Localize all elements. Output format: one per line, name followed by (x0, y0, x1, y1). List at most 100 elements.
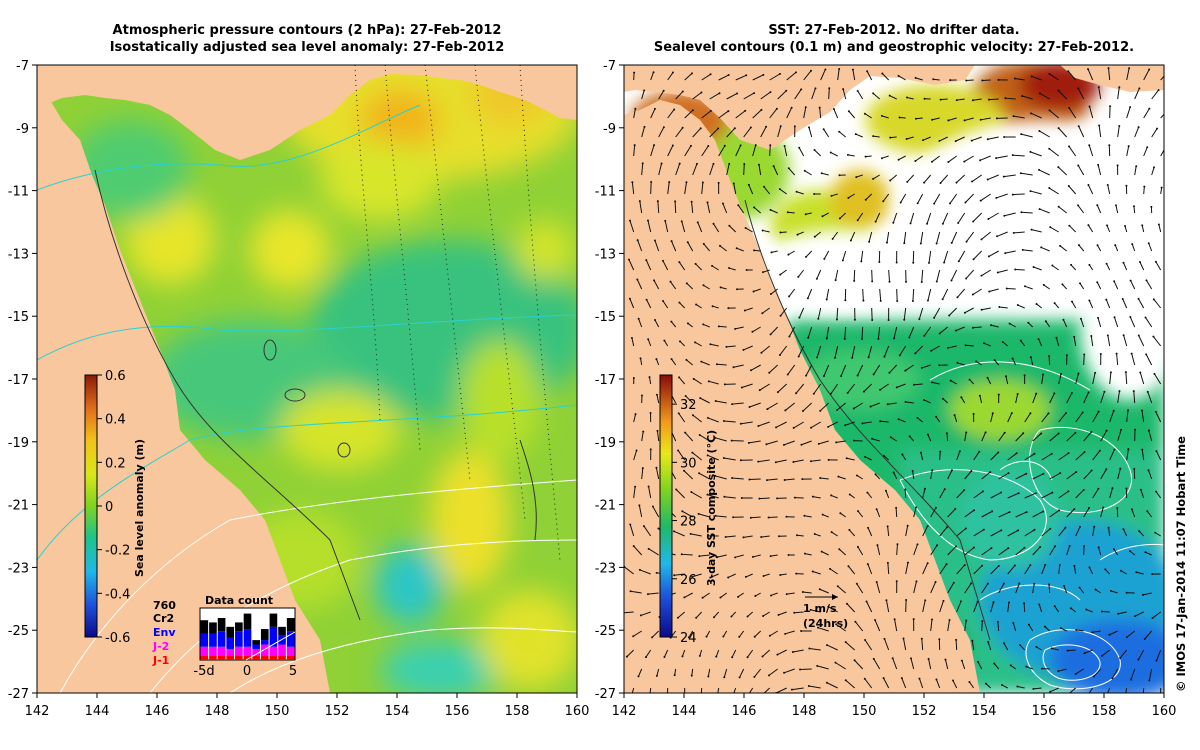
velocity-arrow-head (1134, 615, 1137, 618)
velocity-arrow (697, 222, 703, 233)
velocity-arrow (885, 490, 890, 499)
velocity-arrow (1058, 527, 1066, 537)
velocity-arrow (793, 421, 804, 429)
velocity-arrow-head (916, 416, 919, 419)
velocity-arrow (1033, 687, 1042, 690)
velocity-arrow-head (723, 383, 726, 386)
velocity-arrow-head (952, 581, 955, 584)
velocity-arrow-head (1077, 164, 1080, 167)
velocity-arrow-head (1129, 106, 1132, 109)
velocity-arrow (694, 341, 702, 347)
velocity-arrow-head (923, 487, 926, 490)
velocity-arrow-head (717, 181, 720, 184)
velocity-arrow (826, 288, 830, 300)
velocity-arrow (1078, 126, 1085, 138)
velocity-arrow-head (1090, 430, 1093, 433)
velocity-arrow (662, 260, 669, 271)
velocity-arrow-head (950, 279, 953, 282)
velocity-arrow-head (920, 637, 923, 640)
velocity-arrow-head (993, 359, 996, 362)
velocity-arrow-head (1021, 95, 1024, 98)
velocity-arrow (1088, 145, 1094, 157)
velocity-arrow (873, 364, 881, 375)
velocity-arrow (1106, 263, 1111, 271)
velocity-arrow-head (776, 653, 779, 656)
velocity-arrow (1050, 687, 1059, 693)
velocity-arrow (889, 364, 898, 374)
velocity-arrow-head (745, 269, 748, 272)
velocity-arrow-head (1060, 373, 1063, 376)
velocity-arrow (710, 573, 719, 578)
velocity-arrow (896, 544, 898, 556)
velocity-arrow-head (862, 299, 865, 302)
velocity-arrow (1028, 322, 1034, 328)
velocity-arrow (890, 436, 897, 442)
velocity-arrow (1010, 664, 1016, 670)
velocity-arrow-head (1141, 448, 1144, 451)
velocity-arrow (632, 630, 642, 637)
velocity-arrow-head (1057, 89, 1060, 92)
velocity-arrow (912, 470, 915, 480)
velocity-arrow-head (1147, 242, 1150, 245)
velocity-arrow (1069, 225, 1077, 233)
velocity-arrow (1045, 320, 1051, 328)
velocity-arrow-head (753, 675, 756, 678)
velocity-arrow-head (1116, 164, 1119, 167)
velocity-arrow-head (1152, 298, 1155, 301)
velocity-arrow (1030, 356, 1034, 366)
velocity-arrow (785, 630, 795, 635)
velocity-arrow-head (722, 457, 725, 460)
velocity-arrow-head (1003, 431, 1006, 434)
velocity-arrow-head (663, 339, 666, 342)
velocity-arrow-head (776, 391, 779, 394)
velocity-arrow-head (866, 70, 869, 73)
velocity-arrow-head (678, 340, 681, 343)
velocity-arrow-head (744, 227, 747, 230)
velocity-arrow-head (963, 160, 966, 163)
velocity-arrow-head (768, 371, 771, 374)
velocity-arrow-head (632, 545, 635, 548)
velocity-arrow-head (722, 419, 725, 422)
velocity-arrow (826, 326, 830, 339)
velocity-arrow (947, 508, 956, 518)
right-title-line2: Sealevel contours (0.1 m) and geostrophi… (653, 40, 1135, 55)
velocity-arrow (710, 343, 719, 347)
imos-credit: © IMOS 17-Jan-2014 11:07 Hobart Time (1174, 436, 1188, 692)
velocity-arrow (990, 565, 1000, 575)
velocity-arrow (679, 340, 686, 347)
velocity-arrow (1066, 508, 1075, 518)
velocity-arrow-head (1130, 352, 1133, 355)
velocity-arrow-head (1130, 508, 1133, 511)
velocity-arrow-head (655, 466, 658, 469)
velocity-arrow-head (742, 536, 745, 539)
velocity-arrow (981, 471, 991, 480)
velocity-arrow (1012, 154, 1025, 157)
velocity-arrow-head (656, 200, 659, 203)
velocity-arrow (898, 75, 906, 81)
velocity-arrow-head (787, 554, 790, 557)
velocity-arrow (981, 547, 992, 556)
velocity-arrow-head (885, 599, 888, 602)
velocity-arrow-head (939, 181, 942, 184)
velocity-arrow-head (827, 425, 830, 428)
velocity-arrow (1088, 264, 1094, 271)
velocity-arrow (645, 649, 652, 658)
sst-colorbar-ramp (659, 374, 673, 638)
velocity-arrow (1048, 584, 1051, 594)
velocity-arrow (650, 144, 655, 157)
x-tick-label: 146 (732, 704, 757, 719)
velocity-arrow (656, 394, 660, 404)
velocity-arrow-head (691, 414, 694, 417)
velocity-arrow-head (770, 251, 773, 254)
velocity-arrow-head (1004, 252, 1007, 255)
velocity-arrow (1143, 147, 1148, 157)
colorbar-tick-label: 24 (680, 631, 697, 646)
velocity-arrow (1032, 433, 1042, 442)
velocity-arrow-head (1139, 371, 1142, 374)
velocity-arrow-head (673, 108, 676, 111)
velocity-arrow-head (1016, 685, 1019, 688)
velocity-arrow (1012, 193, 1025, 196)
data-count-bar-segment (209, 633, 217, 647)
velocity-arrow (1143, 108, 1150, 119)
velocity-scale-label: 1 m/s (803, 602, 837, 615)
